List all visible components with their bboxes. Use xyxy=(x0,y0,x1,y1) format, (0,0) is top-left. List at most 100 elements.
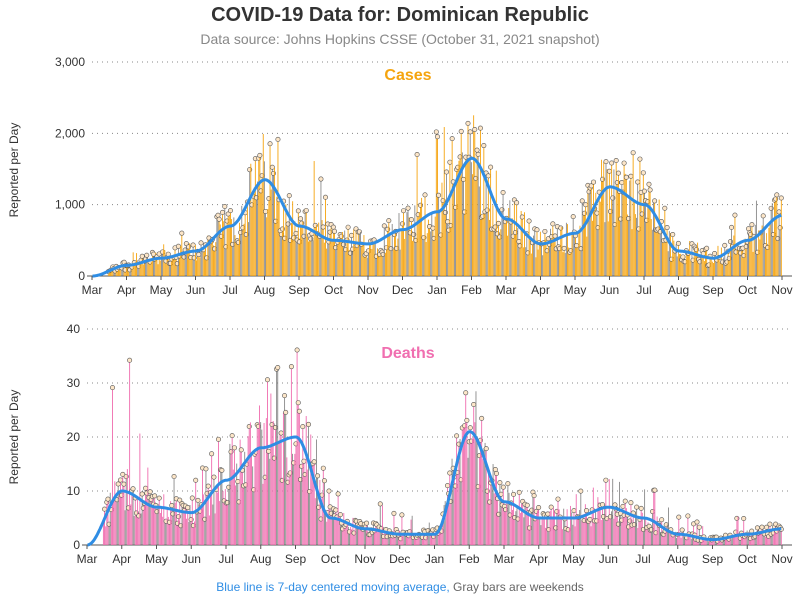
daily-bar xyxy=(400,538,402,545)
data-point xyxy=(219,467,225,473)
daily-bar xyxy=(572,216,574,276)
daily-bar xyxy=(686,537,688,545)
daily-bar xyxy=(228,216,230,276)
data-point xyxy=(514,200,520,206)
daily-bar xyxy=(220,236,222,276)
daily-bar xyxy=(432,228,434,276)
daily-bar xyxy=(577,247,579,276)
daily-bar xyxy=(745,246,747,276)
daily-bar xyxy=(575,494,577,545)
data-point xyxy=(531,493,537,499)
daily-bar xyxy=(313,461,315,545)
daily-bar xyxy=(155,252,157,276)
daily-bar xyxy=(311,463,313,545)
data-point xyxy=(465,120,471,126)
daily-bar xyxy=(639,519,641,545)
daily-bar xyxy=(506,502,508,545)
daily-bar xyxy=(117,484,119,545)
daily-bar xyxy=(424,194,426,276)
daily-bar xyxy=(378,256,380,276)
data-point xyxy=(391,510,397,516)
daily-bar xyxy=(248,222,249,276)
daily-bar xyxy=(366,257,368,276)
data-point xyxy=(479,415,485,421)
daily-bar xyxy=(211,453,213,545)
x-tick-label: Jun xyxy=(186,283,205,297)
daily-bar xyxy=(370,241,372,276)
daily-bar xyxy=(525,247,527,276)
daily-bar xyxy=(295,443,297,545)
daily-bar xyxy=(673,240,675,276)
daily-bar xyxy=(172,513,174,545)
daily-bar xyxy=(728,539,730,545)
daily-bar xyxy=(733,534,734,545)
daily-bar xyxy=(318,507,320,545)
daily-bar xyxy=(177,523,178,545)
daily-bar xyxy=(263,423,265,545)
data-point xyxy=(622,498,628,504)
daily-bar xyxy=(182,253,184,276)
daily-bar xyxy=(448,230,450,276)
daily-bar xyxy=(585,204,587,276)
daily-bar xyxy=(610,211,611,276)
daily-bar xyxy=(546,250,548,276)
data-point xyxy=(238,447,244,453)
daily-bar xyxy=(556,511,558,545)
daily-bar xyxy=(269,143,271,276)
daily-bar xyxy=(562,252,564,276)
daily-bar xyxy=(228,487,230,545)
data-point xyxy=(321,478,327,484)
daily-bar xyxy=(557,499,559,545)
data-point xyxy=(637,156,643,162)
x-tick-label: Jun xyxy=(182,552,201,566)
daily-bar xyxy=(291,222,292,276)
daily-bar xyxy=(183,510,185,545)
daily-bar xyxy=(118,267,119,276)
daily-bar xyxy=(571,512,573,545)
daily-bar xyxy=(305,416,307,545)
data-point xyxy=(205,483,211,489)
daily-bar xyxy=(607,221,609,276)
daily-bar xyxy=(315,224,317,276)
daily-bar xyxy=(589,187,591,276)
y-tick-label: 10 xyxy=(67,484,81,498)
daily-bar xyxy=(558,246,559,276)
data-point xyxy=(763,524,769,530)
data-point xyxy=(444,483,450,489)
data-point xyxy=(579,198,585,204)
daily-bar xyxy=(658,199,660,276)
daily-bar xyxy=(355,521,357,545)
daily-bar xyxy=(527,252,529,276)
x-tick-label: May xyxy=(562,552,585,566)
daily-bar xyxy=(216,492,218,545)
data-point xyxy=(516,489,522,495)
daily-bar xyxy=(365,253,367,276)
daily-bar xyxy=(466,420,468,545)
data-point xyxy=(332,228,338,234)
daily-bar xyxy=(155,505,157,545)
data-point xyxy=(555,496,561,502)
data-point xyxy=(215,212,221,218)
daily-bar xyxy=(406,212,408,276)
daily-bar xyxy=(278,199,280,276)
daily-bar xyxy=(238,501,240,545)
daily-bar xyxy=(444,501,446,545)
daily-bar xyxy=(193,257,195,276)
daily-bar xyxy=(226,502,227,545)
daily-bar xyxy=(475,391,477,545)
daily-bar xyxy=(509,200,511,276)
daily-bar xyxy=(259,405,260,545)
daily-bar xyxy=(469,427,471,545)
x-tick-label: Jul xyxy=(636,283,651,297)
daily-bar xyxy=(440,235,442,276)
daily-bar xyxy=(643,529,644,545)
daily-bar xyxy=(534,518,536,545)
daily-bar xyxy=(750,538,752,545)
daily-bar xyxy=(460,479,462,545)
daily-bar xyxy=(775,198,777,276)
daily-bar xyxy=(350,527,352,545)
daily-bar xyxy=(333,508,335,545)
x-tick-label: Sep xyxy=(288,283,310,297)
daily-bar xyxy=(313,161,315,276)
daily-bar xyxy=(386,536,388,545)
